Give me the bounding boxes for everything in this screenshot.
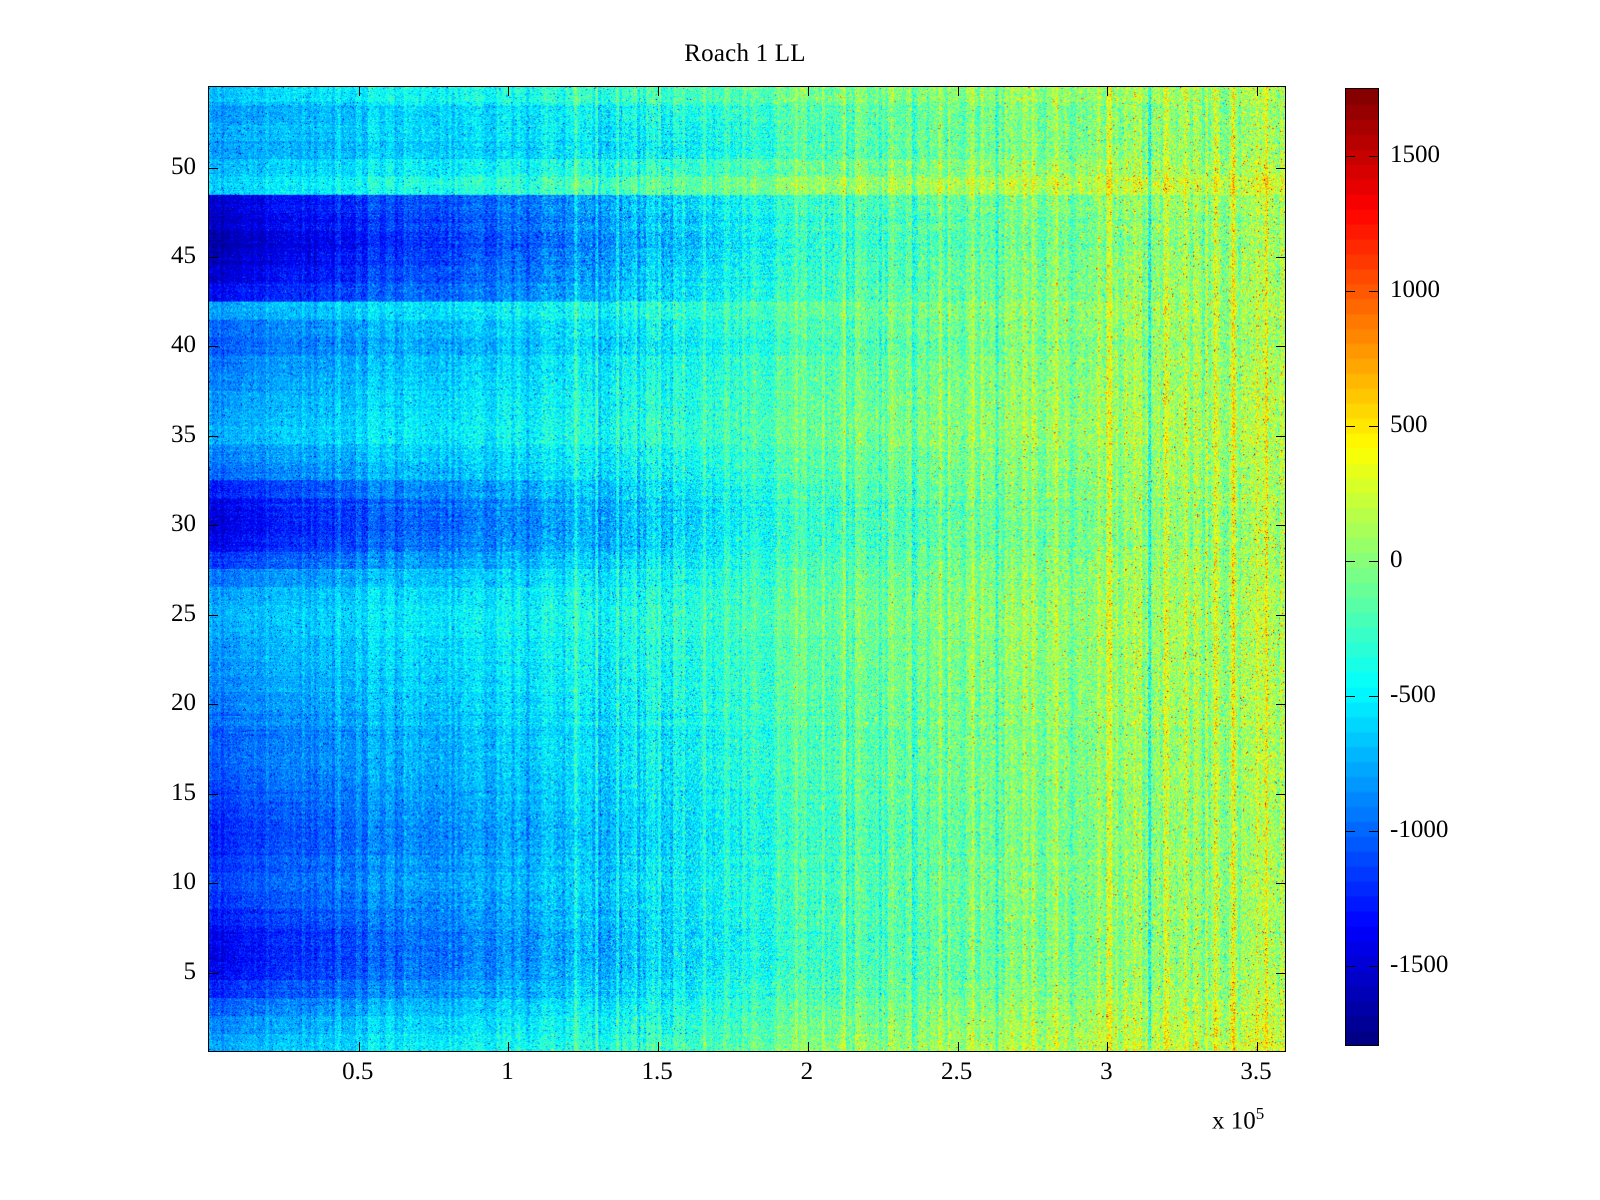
heatmap-image — [209, 87, 1285, 1051]
colorbar-tick-label: 500 — [1390, 411, 1428, 439]
x-axis-tick — [358, 87, 360, 96]
colorbar-tick-label: 1000 — [1390, 276, 1440, 304]
x-axis-tick-label: 3.5 — [1240, 1058, 1272, 1085]
x-axis-tick — [508, 1042, 510, 1051]
x-axis-tick — [1257, 1042, 1259, 1051]
colorbar-tick-label: 1500 — [1390, 141, 1440, 169]
y-axis-tick — [1276, 972, 1285, 974]
y-axis-tick — [209, 614, 218, 616]
y-axis-tick-label: 10 — [171, 868, 196, 896]
x-axis-tick — [957, 1042, 959, 1051]
x-axis-tick — [1107, 1042, 1109, 1051]
colorbar-tick — [1369, 696, 1378, 698]
y-axis-tick-label: 20 — [171, 689, 196, 717]
y-axis-tick — [209, 525, 218, 527]
y-axis-tick — [209, 346, 218, 348]
x-axis-tick-label: 1.5 — [641, 1058, 673, 1085]
x-axis-tick — [508, 87, 510, 96]
x-axis-tick — [807, 87, 809, 96]
x-exponent-mantissa: x 10 — [1212, 1107, 1256, 1135]
colorbar-tick — [1346, 156, 1355, 158]
x-axis-tick — [658, 1042, 660, 1051]
x-axis-tick-label: 3 — [1100, 1058, 1113, 1085]
colorbar-tick-label: -1000 — [1390, 816, 1449, 844]
x-axis-tick — [1107, 87, 1109, 96]
y-axis-tick-label: 50 — [171, 152, 196, 180]
colorbar-tick-label: -500 — [1390, 681, 1436, 709]
y-axis-tick — [1276, 167, 1285, 169]
x-axis-tick-label: 2 — [800, 1058, 814, 1085]
y-axis-tick — [1276, 883, 1285, 885]
x-axis-tick — [957, 87, 959, 96]
colorbar-tick — [1346, 831, 1355, 833]
colorbar-tick — [1369, 561, 1378, 563]
colorbar-tick — [1369, 156, 1378, 158]
x-axis-tick-label: 1 — [501, 1058, 514, 1085]
colorbar-tick — [1346, 561, 1355, 563]
colorbar[interactable] — [1345, 88, 1379, 1046]
y-axis-tick — [209, 435, 218, 437]
y-axis-tick — [1276, 256, 1285, 258]
colorbar-tick — [1369, 831, 1378, 833]
y-axis-tick-label: 35 — [171, 420, 196, 448]
y-axis-tick — [209, 256, 218, 258]
y-axis-tick — [1276, 793, 1285, 795]
chart-title: Roach 1 LL — [684, 40, 806, 67]
y-axis-tick-label: 25 — [171, 599, 196, 627]
y-axis-tick — [209, 704, 218, 706]
colorbar-tick — [1369, 291, 1378, 293]
y-axis-tick — [209, 972, 218, 974]
x-axis-tick — [1257, 87, 1259, 96]
colorbar-tick — [1369, 426, 1378, 428]
colorbar-tick — [1346, 966, 1355, 968]
y-axis-tick-label: 30 — [171, 510, 196, 538]
y-axis-tick — [1276, 525, 1285, 527]
y-axis-tick — [209, 167, 218, 169]
colorbar-tick — [1346, 426, 1355, 428]
colorbar-tick-label: 0 — [1390, 546, 1403, 574]
x-exponent-power: 5 — [1255, 1104, 1265, 1123]
y-axis-tick — [1276, 614, 1285, 616]
colorbar-tick-label: -1500 — [1390, 951, 1449, 979]
y-axis-tick — [1276, 704, 1285, 706]
x-axis-tick-label: 0.5 — [342, 1058, 374, 1085]
colorbar-gradient — [1346, 89, 1378, 1045]
x-axis-exponent-label: x 105 — [1212, 1104, 1264, 1135]
colorbar-tick — [1369, 966, 1378, 968]
x-axis-tick — [658, 87, 660, 96]
y-axis-tick-label: 40 — [171, 331, 196, 359]
y-axis-tick — [1276, 435, 1285, 437]
x-axis-tick — [807, 1042, 809, 1051]
x-axis-tick-label: 2.5 — [940, 1058, 973, 1085]
x-axis-tick — [358, 1042, 360, 1051]
y-axis-tick-label: 5 — [183, 957, 197, 985]
y-axis-tick — [209, 793, 218, 795]
y-axis-tick — [1276, 346, 1285, 348]
colorbar-tick — [1346, 696, 1355, 698]
colorbar-tick — [1346, 291, 1355, 293]
y-axis-tick-label: 45 — [171, 241, 196, 269]
y-axis-tick — [209, 883, 218, 885]
y-axis-tick-label: 15 — [171, 778, 196, 806]
heatmap-axes[interactable] — [208, 86, 1286, 1052]
